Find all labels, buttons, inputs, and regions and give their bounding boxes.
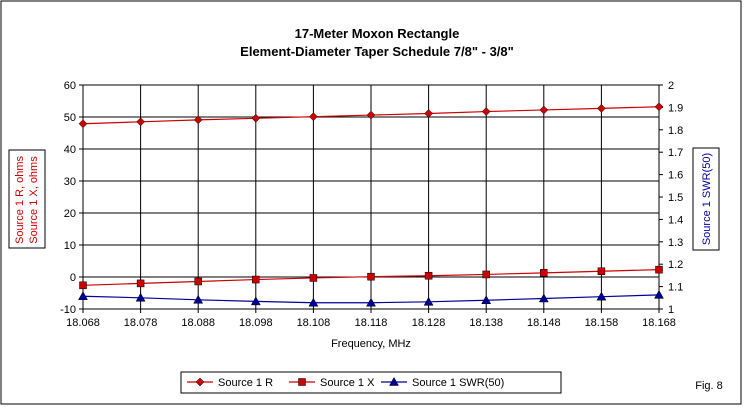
data-point-source-1-swr-50 bbox=[423, 296, 434, 306]
data-point-source-1-r bbox=[366, 110, 376, 120]
legend-label: Source 1 R bbox=[218, 377, 273, 389]
plot-area: -10 0 10 20 30 40 50 60 18.068 18.078 18.088 18.098… bbox=[60, 80, 683, 329]
x-tick-label: 18.098 bbox=[239, 317, 273, 329]
data-point-source-1-x bbox=[309, 274, 318, 282]
legend: Source 1 R Source 1 X Source 1 SWR(50) bbox=[180, 371, 562, 394]
y-right-tick-label: 1.1 bbox=[668, 282, 683, 294]
y-left-tick-label: 0 bbox=[70, 272, 76, 284]
y-right-tick-label: 1.3 bbox=[668, 237, 683, 249]
y-left-tick-label: 30 bbox=[64, 176, 76, 188]
y-left-tick-label: 10 bbox=[64, 240, 76, 252]
chart-title: 17-Meter Moxon Rectangle bbox=[295, 26, 460, 41]
data-point-source-1-x bbox=[136, 279, 145, 288]
y-right-tick-label: 1.9 bbox=[668, 102, 683, 114]
data-point-source-1-r bbox=[78, 119, 88, 129]
data-point-source-1-x bbox=[252, 275, 260, 284]
data-point-source-1-swr-50 bbox=[366, 297, 376, 307]
data-point-source-1-r bbox=[193, 115, 203, 125]
y-right-tick-label: 1.8 bbox=[668, 125, 683, 137]
data-point-source-1-swr-50 bbox=[538, 293, 549, 303]
data-point-source-1-r bbox=[136, 117, 145, 127]
data-point-source-1-x bbox=[482, 270, 490, 279]
data-point-source-1-x bbox=[79, 281, 87, 290]
plot-border bbox=[82, 84, 660, 310]
data-point-source-1-swr-50 bbox=[596, 291, 607, 301]
y-right-tick-label: 1.6 bbox=[668, 170, 683, 182]
legend-marker bbox=[195, 377, 205, 387]
data-point-source-1-swr-50 bbox=[193, 294, 204, 304]
x-tick-label: 18.138 bbox=[469, 317, 503, 329]
legend-marker bbox=[389, 376, 399, 386]
figure-label: Fig. 8 bbox=[695, 380, 723, 392]
data-point-source-1-swr-50 bbox=[78, 291, 88, 300]
data-point-source-1-x bbox=[367, 272, 375, 281]
data-point-source-1-r bbox=[597, 104, 606, 113]
x-tick-label: 18.128 bbox=[412, 317, 446, 329]
y-left-tick-label: 50 bbox=[64, 112, 76, 124]
y-right-tick-label: 1.5 bbox=[668, 192, 683, 204]
data-point-source-1-swr-50 bbox=[308, 297, 319, 307]
data-point-source-1-r bbox=[424, 109, 433, 118]
legend-box bbox=[180, 371, 562, 394]
y-left-tick-label: -10 bbox=[60, 304, 76, 316]
x-tick-label: 18.118 bbox=[355, 317, 388, 329]
y-left-tick-label: 40 bbox=[64, 144, 76, 156]
data-point-source-1-r bbox=[251, 113, 261, 123]
y-right-tick-label: 1.4 bbox=[668, 214, 683, 226]
left-axis-label-r: Source 1 R, ohms bbox=[14, 155, 26, 244]
x-tick-label: 18.088 bbox=[181, 317, 215, 329]
y-left-tick-label: 20 bbox=[64, 208, 76, 220]
data-point-source-1-r bbox=[539, 105, 549, 115]
x-tick-label: 18.148 bbox=[527, 317, 561, 329]
x-tick-label: 18.078 bbox=[124, 317, 158, 329]
x-tick-label: 18.108 bbox=[297, 317, 331, 329]
data-point-source-1-x bbox=[424, 271, 433, 280]
y-right-tick-label: 1.2 bbox=[668, 259, 683, 271]
legend-label: Source 1 X bbox=[320, 377, 375, 389]
x-tick-label: 18.158 bbox=[585, 317, 619, 329]
data-point-source-1-r bbox=[654, 102, 664, 112]
legend-marker bbox=[298, 378, 306, 386]
left-axis-label-x: Source 1 X, ohms bbox=[28, 156, 40, 244]
data-point-source-1-x bbox=[597, 267, 606, 275]
data-point-source-1-x bbox=[194, 277, 202, 286]
data-point-source-1-r bbox=[481, 107, 491, 116]
y-left-tick-label: 60 bbox=[64, 80, 76, 92]
x-axis-label: Frequency, MHz bbox=[331, 338, 411, 350]
y-right-tick-label: 1 bbox=[668, 304, 674, 316]
right-axis-label-box bbox=[692, 147, 720, 251]
legend-label: Source 1 SWR(50) bbox=[412, 377, 504, 389]
left-axis-label-box bbox=[8, 149, 46, 249]
y-right-tick-label: 2 bbox=[668, 80, 674, 92]
right-axis-label: Source 1 SWR(50) bbox=[701, 153, 713, 245]
data-point-source-1-x bbox=[655, 265, 663, 274]
data-point-source-1-x bbox=[540, 269, 548, 277]
data-point-source-1-swr-50 bbox=[481, 295, 492, 305]
data-point-source-1-swr-50 bbox=[654, 289, 664, 299]
data-point-source-1-swr-50 bbox=[135, 292, 146, 302]
data-point-source-1-swr-50 bbox=[250, 296, 261, 306]
x-tick-label: 18.068 bbox=[66, 317, 100, 329]
y-right-tick-label: 1.7 bbox=[668, 147, 683, 159]
x-tick-label: 18.168 bbox=[642, 317, 676, 329]
chart-subtitle: Element-Diameter Taper Schedule 7/8" - 3… bbox=[240, 44, 514, 59]
data-point-source-1-r bbox=[309, 112, 318, 122]
